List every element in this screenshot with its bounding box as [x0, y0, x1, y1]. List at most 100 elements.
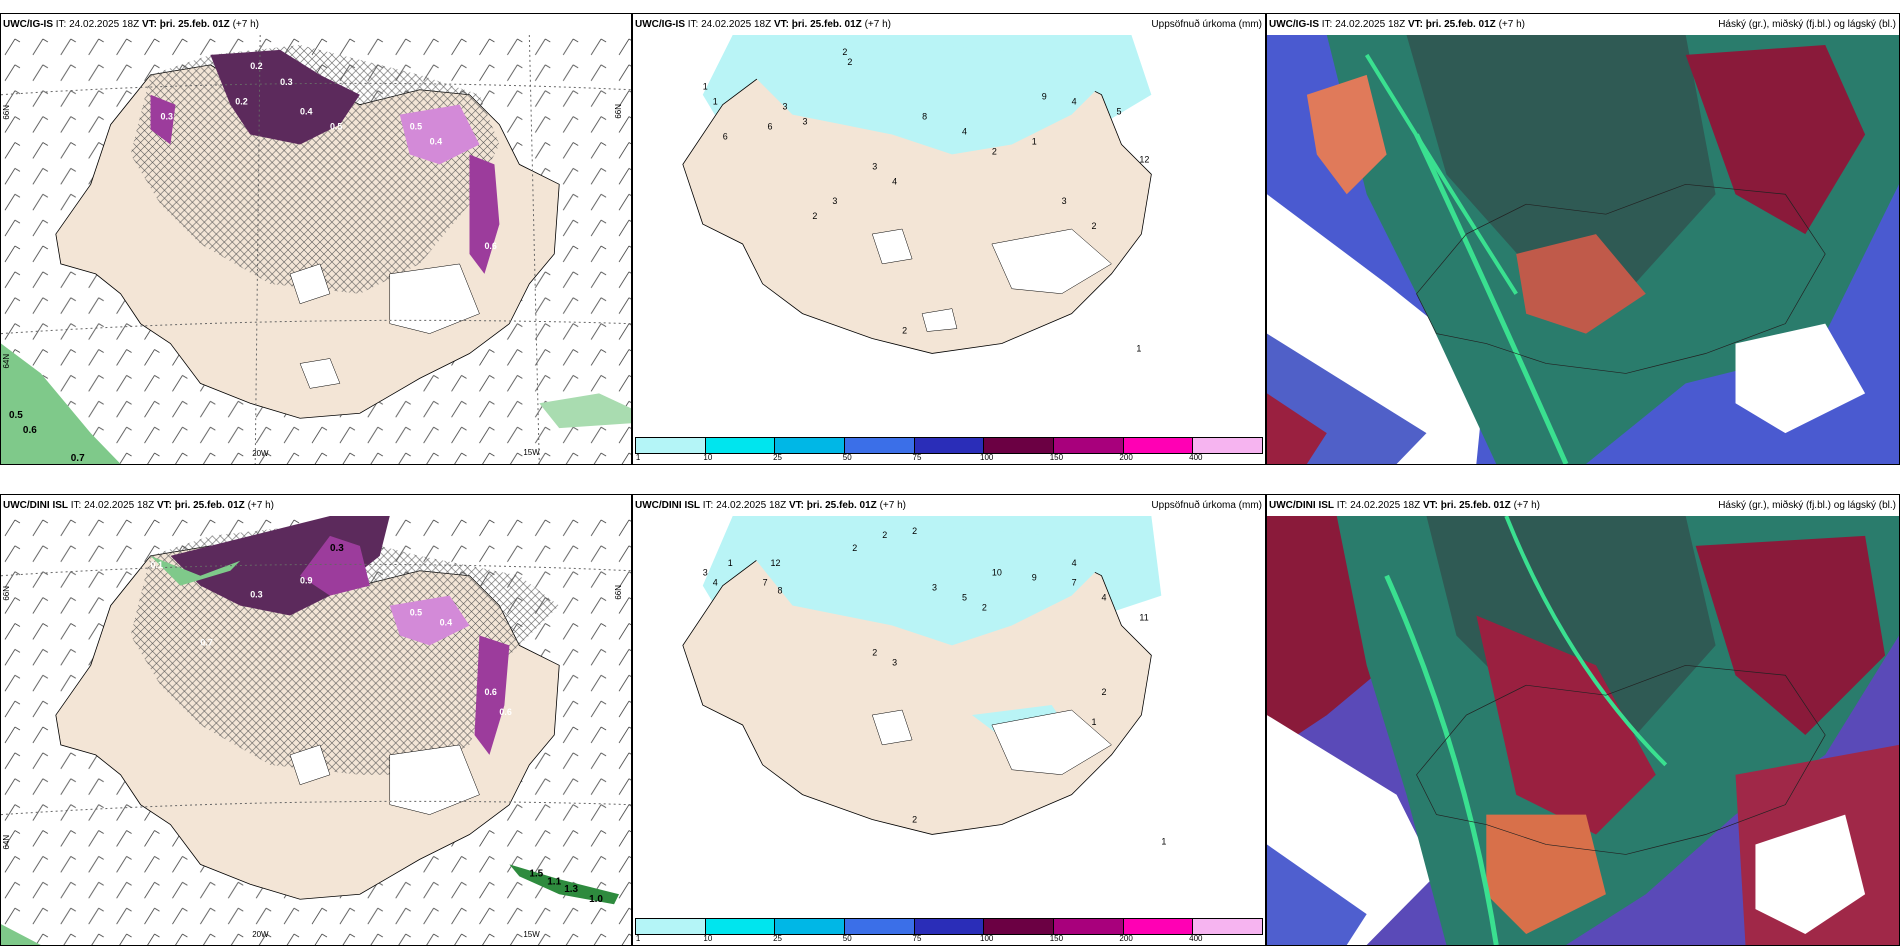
colorbar-bin	[845, 438, 915, 453]
cloud-green-edge	[1384, 574, 1499, 945]
precip-value: 4	[713, 578, 718, 588]
colorbar-bin	[705, 438, 776, 453]
precip-value: 2	[882, 530, 887, 540]
colorbar-bin	[1193, 919, 1263, 934]
colorbar-tick: 25	[773, 453, 782, 462]
colorbar-bin	[775, 919, 846, 934]
cloud-red-sw	[1267, 393, 1327, 464]
panel-variable-title: Háský (gr.), miðský (fj.bl.) og lágský (…	[1718, 19, 1896, 30]
cloud-dark-green	[1426, 516, 1716, 735]
panel-variable-title: Háský (gr.), miðský (fj.bl.) og lágský (…	[1718, 500, 1896, 511]
precip-value: 12	[1139, 154, 1149, 164]
map-canvas[interactable]: 2 2 2 1 3 4 12 7 8 3 5 2 10 9 4 7 4 11 2…	[633, 516, 1265, 917]
lon-tick-15w: 15W	[523, 930, 540, 939]
colorbar-bin	[1123, 919, 1194, 934]
snow-hatch-region	[130, 44, 500, 294]
colorbar-tick: 1	[635, 934, 641, 943]
colorbar-bin	[845, 919, 915, 934]
precip-value: 1	[713, 97, 718, 107]
snow-light-region	[389, 595, 470, 646]
precip-value: 10	[992, 568, 1002, 578]
precip-value: 8	[922, 112, 927, 122]
precip-value: 11	[1139, 612, 1148, 622]
iceland-outline	[1416, 664, 1826, 855]
map-canvas[interactable]: 0.1 0.3 0.3 0.5 0.6 0.4 0.7 0.9 0.6 1.0 …	[1, 516, 631, 945]
precip-value: 4	[892, 176, 897, 186]
map-panel-wind-ig[interactable]: UWC/IG-IS IT: 24.02.2025 18Z VT: þri. 25…	[0, 13, 632, 465]
colorbar-bin	[1193, 438, 1263, 453]
lat-line-64	[1, 319, 631, 335]
precip-value: 6	[723, 131, 728, 141]
panel-variable-title: Uppsöfnuð úrkoma (mm)	[1151, 500, 1262, 511]
map-panel-wind-dini[interactable]: UWC/DINI ISL IT: 24.02.2025 18Z VT: þri.…	[0, 494, 632, 946]
wind-value-label: 1.5	[529, 868, 543, 879]
colorbar-bin	[1123, 438, 1194, 453]
green-shade-se	[539, 393, 631, 429]
snow-label: 0.5	[410, 608, 422, 618]
colorbar-bin	[984, 438, 1055, 453]
map-canvas[interactable]: 0.2 0.3 0.2 0.4 0.5 0.6 0.4 0.3 0.5 0.5 …	[1, 35, 631, 464]
precip-value: 9	[1032, 573, 1037, 583]
precip-value: 4	[962, 127, 967, 137]
glacier-white-vatnajokull	[991, 228, 1112, 294]
lat-tick-64n: 64N	[2, 354, 11, 369]
colorbar-tick: 10	[703, 934, 713, 943]
snow-label: 0.3	[250, 590, 262, 600]
lat-tick-64n: 64N	[2, 835, 11, 850]
wind-value-label: 1.1	[547, 876, 561, 887]
colorbar-tick: 50	[842, 934, 852, 943]
snow-label: 0.3	[280, 77, 292, 87]
precip-value: 3	[832, 196, 837, 206]
snow-label: 0.3	[330, 543, 344, 554]
map-canvas[interactable]: 2 2 1 1 3 3 6 6 8 4 2 1 12 3 4 3 2 3 2 9…	[633, 35, 1265, 436]
cloud-orange-w	[1306, 74, 1387, 195]
green-shade-sw	[1, 343, 121, 464]
cloud-green-edge	[1504, 516, 1668, 767]
cloud-red-ne	[1695, 535, 1886, 735]
precip-value: 2	[912, 814, 917, 824]
panel-title: UWC/DINI ISL IT: 24.02.2025 18Z VT: þri.…	[1, 495, 631, 516]
precip-value: 4	[1102, 593, 1107, 603]
wind-value-label: 1.3	[564, 884, 578, 895]
colorbar-bin	[914, 919, 985, 934]
cloud-red-mid	[1516, 234, 1646, 334]
snow-mid-region	[300, 535, 370, 596]
snow-mid-region-west	[150, 94, 176, 145]
map-panel-clouds-dini[interactable]: UWC/DINI ISL IT: 24.02.2025 18Z VT: þri.…	[1266, 494, 1900, 946]
lon-tick-20w: 20W	[252, 930, 269, 939]
colorbar-bin	[775, 438, 846, 453]
snow-label: 0.4	[300, 107, 312, 117]
precip-value: 2	[1102, 687, 1107, 697]
precip-value: 3	[932, 583, 937, 593]
colorbar-bin	[636, 438, 706, 453]
map-panel-clouds-ig[interactable]: UWC/IG-IS IT: 24.02.2025 18Z VT: þri. 25…	[1266, 13, 1900, 465]
precip-area-north	[752, 525, 1102, 646]
iceland-outline	[1416, 183, 1826, 374]
precip-value: 4	[1072, 97, 1077, 107]
precip-value: 2	[912, 526, 917, 536]
map-panel-precip-ig[interactable]: UWC/IG-IS IT: 24.02.2025 18Z VT: þri. 25…	[632, 13, 1266, 465]
map-canvas[interactable]	[1267, 516, 1899, 945]
snow-label: 0.6	[484, 687, 496, 697]
precip-value: 5	[962, 593, 967, 603]
cloud-blue-band	[1267, 844, 1367, 945]
snow-label: 0.2	[250, 61, 262, 71]
glacier-white-2	[289, 744, 331, 786]
map-panel-precip-dini[interactable]: UWC/DINI ISL IT: 24.02.2025 18Z VT: þri.…	[632, 494, 1266, 946]
wind-value-label: 1.0	[589, 894, 603, 905]
precip-value: 4	[1072, 558, 1077, 568]
precip-value: 1	[1032, 136, 1037, 146]
cloud-dark-green	[1406, 35, 1716, 294]
colorbar-tick: 400	[1189, 934, 1203, 943]
colorbar-tick: 200	[1119, 934, 1133, 943]
snow-label: 0.6	[484, 241, 496, 251]
precip-value: 1	[1161, 836, 1166, 846]
colorbar-tick: 100	[979, 934, 994, 943]
colorbar-tick: 10	[703, 453, 713, 462]
map-canvas[interactable]	[1267, 35, 1899, 464]
snow-mid-region-east	[474, 635, 510, 755]
cloud-red-band	[1476, 615, 1656, 835]
precip-value: 3	[1062, 196, 1067, 206]
colorbar-tick: 75	[912, 453, 922, 462]
colorbar-tick: 100	[979, 453, 994, 462]
